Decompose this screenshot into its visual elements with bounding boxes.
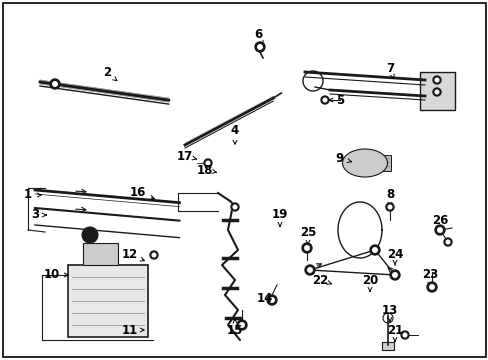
- Circle shape: [266, 295, 276, 305]
- Circle shape: [254, 42, 264, 52]
- Circle shape: [403, 333, 406, 337]
- Circle shape: [203, 159, 212, 167]
- Circle shape: [434, 90, 438, 94]
- Circle shape: [302, 243, 311, 253]
- Text: 16: 16: [129, 186, 146, 199]
- Circle shape: [320, 96, 328, 104]
- Bar: [419, 72, 454, 110]
- Text: 10: 10: [44, 269, 60, 282]
- Text: 25: 25: [299, 225, 316, 238]
- Text: 6: 6: [253, 28, 262, 41]
- Bar: [372, 155, 390, 171]
- Circle shape: [257, 45, 262, 49]
- Circle shape: [323, 98, 326, 102]
- Circle shape: [432, 76, 440, 84]
- Text: 7: 7: [385, 62, 393, 75]
- Circle shape: [150, 251, 158, 259]
- Text: 24: 24: [386, 248, 403, 261]
- Bar: [381, 342, 393, 350]
- Circle shape: [389, 270, 399, 280]
- Circle shape: [239, 323, 244, 327]
- Text: 18: 18: [196, 163, 213, 176]
- Text: 12: 12: [122, 248, 138, 261]
- Text: 26: 26: [431, 213, 447, 226]
- Circle shape: [50, 79, 60, 89]
- Circle shape: [206, 161, 209, 165]
- Circle shape: [305, 265, 314, 275]
- Text: 3: 3: [31, 208, 39, 221]
- Circle shape: [426, 282, 436, 292]
- Circle shape: [434, 78, 438, 82]
- Text: 4: 4: [230, 123, 239, 136]
- Text: 19: 19: [271, 208, 287, 221]
- Text: 8: 8: [385, 189, 393, 202]
- Text: 23: 23: [421, 269, 437, 282]
- Text: 5: 5: [335, 94, 344, 107]
- Circle shape: [304, 246, 308, 250]
- Circle shape: [82, 227, 98, 243]
- Text: 21: 21: [386, 324, 402, 337]
- Text: 9: 9: [335, 152, 344, 165]
- Circle shape: [307, 268, 312, 272]
- Circle shape: [230, 203, 239, 211]
- Circle shape: [269, 298, 274, 302]
- Text: 17: 17: [177, 149, 193, 162]
- Circle shape: [369, 245, 379, 255]
- Circle shape: [400, 331, 408, 339]
- Text: 14: 14: [256, 292, 273, 305]
- Bar: [83, 243, 118, 265]
- Text: 22: 22: [311, 274, 327, 287]
- Circle shape: [152, 253, 156, 257]
- Circle shape: [437, 228, 441, 232]
- Circle shape: [387, 205, 391, 209]
- Text: 1: 1: [24, 189, 32, 202]
- Circle shape: [385, 203, 393, 211]
- Text: 20: 20: [361, 274, 377, 287]
- Text: 13: 13: [381, 303, 397, 316]
- Text: 11: 11: [122, 324, 138, 337]
- Bar: [68, 265, 148, 337]
- Text: 2: 2: [103, 67, 111, 80]
- Circle shape: [434, 225, 444, 235]
- Circle shape: [372, 248, 376, 252]
- Circle shape: [233, 205, 236, 209]
- Circle shape: [53, 82, 57, 86]
- Circle shape: [429, 285, 433, 289]
- Circle shape: [443, 238, 451, 246]
- Circle shape: [432, 88, 440, 96]
- Circle shape: [445, 240, 449, 244]
- Circle shape: [237, 320, 246, 330]
- Circle shape: [392, 273, 396, 277]
- Text: 15: 15: [226, 324, 243, 337]
- Ellipse shape: [342, 149, 386, 177]
